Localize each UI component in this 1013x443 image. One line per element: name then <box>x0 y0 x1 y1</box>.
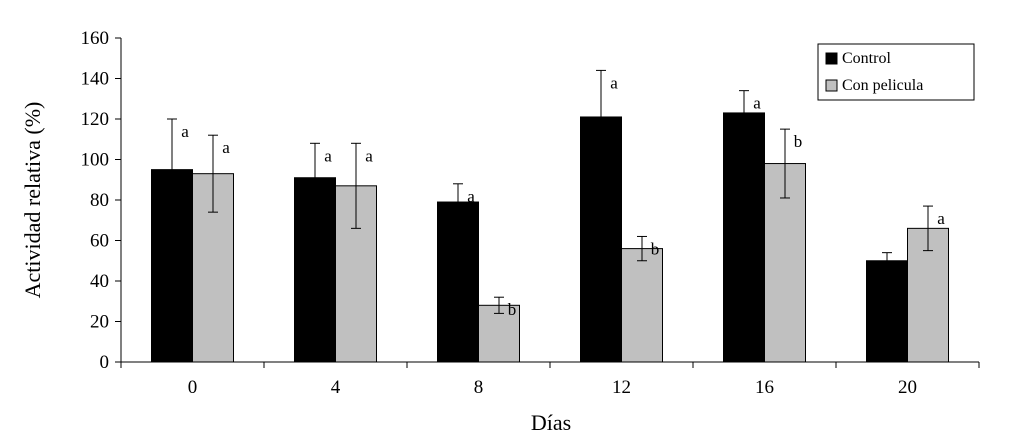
y-tick-label-140: 140 <box>81 69 110 90</box>
significance-con-pelicula-12: b <box>651 239 660 258</box>
y-tick-label-100: 100 <box>81 150 110 171</box>
significance-con-pelicula-4: a <box>365 146 373 165</box>
x-tick-label-20: 20 <box>898 377 917 398</box>
y-tick-label-80: 80 <box>90 190 109 211</box>
bar-control-20 <box>866 260 908 363</box>
y-axis-ticks: 0 20 40 60 80 100 120 140 160 <box>81 28 121 373</box>
bar-con-pelicula-12 <box>621 248 663 363</box>
significance-control-12: a <box>610 73 618 92</box>
significance-con-pelicula-8: b <box>508 300 517 319</box>
x-tick-label-4: 4 <box>331 377 341 398</box>
x-tick-label-12: 12 <box>612 377 631 398</box>
bars-layer <box>151 112 949 363</box>
legend-box <box>817 43 975 101</box>
y-tick-label-160: 160 <box>81 28 110 49</box>
significance-control-0: a <box>181 122 189 141</box>
y-tick-label-0: 0 <box>100 352 110 373</box>
x-tick-label-0: 0 <box>188 377 198 398</box>
bar-control-8 <box>437 201 479 363</box>
y-tick-label-20: 20 <box>90 312 109 333</box>
legend-label-con-pelicula: Con pelicula <box>842 77 923 94</box>
x-axis-title: Días <box>531 410 571 435</box>
y-tick-label-40: 40 <box>90 271 109 292</box>
x-axis-ticks: 0 4 8 12 16 20 <box>120 362 980 398</box>
significance-control-16: a <box>753 94 761 113</box>
error-bars-layer <box>167 69 933 314</box>
y-axis-title: Actividad relativa (%) <box>20 102 45 299</box>
significance-control-8: a <box>467 187 475 206</box>
significance-control-4: a <box>324 146 332 165</box>
significance-con-pelicula-16: b <box>794 132 803 151</box>
significance-con-pelicula-20: a <box>937 209 945 228</box>
legend: Control Con pelicula <box>817 43 975 101</box>
x-tick-label-8: 8 <box>474 377 484 398</box>
y-tick-label-120: 120 <box>81 109 110 130</box>
significance-con-pelicula-0: a <box>222 138 230 157</box>
legend-swatch-con-pelicula <box>825 79 838 92</box>
x-tick-label-16: 16 <box>755 377 774 398</box>
bar-control-16 <box>723 112 765 363</box>
significance-letters-layer: a a a a a a a a b b b a <box>181 73 945 319</box>
legend-label-control: Control <box>842 50 891 67</box>
bar-con-pelicula-8 <box>478 304 520 363</box>
significance-control-20: a <box>896 256 904 275</box>
y-tick-label-60: 60 <box>90 231 109 252</box>
legend-swatch-control <box>825 52 838 65</box>
